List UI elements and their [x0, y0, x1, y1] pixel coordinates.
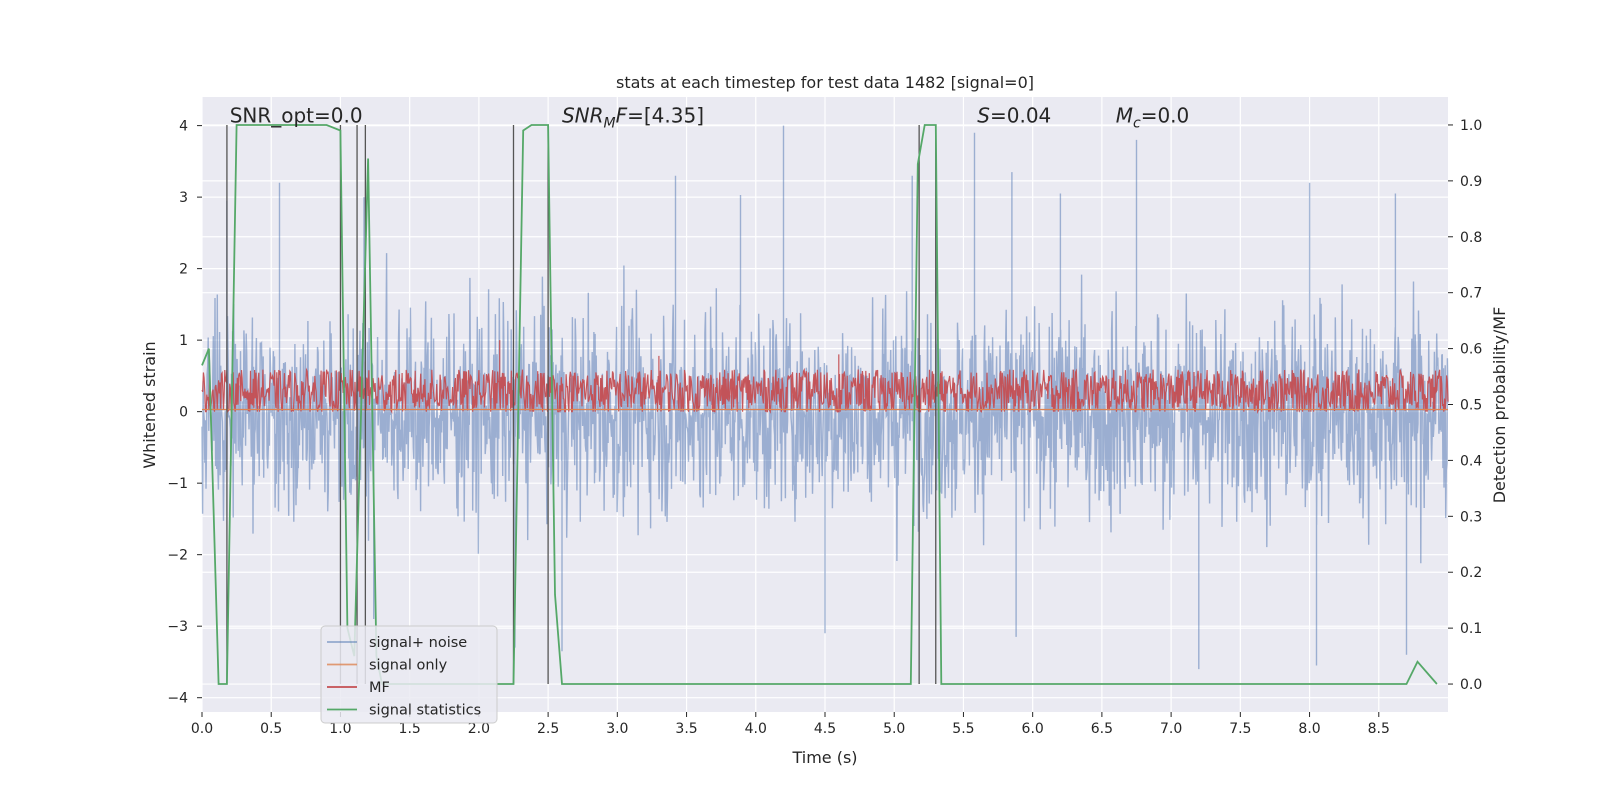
x-tick-label: 0.0 [191, 721, 213, 737]
y-right-tick-label: 0.4 [1460, 453, 1482, 469]
y-right-tick-label: 0.6 [1460, 342, 1482, 358]
legend: signal+ noise signal only MF signal statist… [320, 625, 498, 724]
y-axis-right-label: Detection probability/MF [1490, 307, 1509, 504]
annotations: SNR_opt=0.0 SNRMF=[4.35] S=0.04 Mc=0.0 [230, 103, 1190, 131]
annotation: SNRMF=[4.35] [562, 103, 704, 131]
x-tick-label: 1.5 [399, 721, 421, 737]
x-tick-label: 5.5 [952, 721, 974, 737]
detection-markers [226, 124, 937, 685]
x-tick-label: 3.5 [675, 721, 697, 737]
y-axis-left: −4 −3 −2 −1 0 1 2 3 4 [167, 119, 202, 707]
x-tick-label: 1.0 [329, 721, 351, 737]
x-tick-label: 7.5 [1229, 721, 1251, 737]
y-axis-right: 0.0 0.1 0.2 0.3 0.4 0.5 0.6 0.7 0.8 0.9 1.0 [1448, 118, 1482, 693]
x-tick-label: 2.5 [537, 721, 559, 737]
x-tick-label: 4.5 [814, 721, 836, 737]
y-tick-label: −4 [167, 691, 188, 707]
y-right-tick-label: 0.3 [1460, 509, 1482, 525]
y-axis-label: Whitened strain [140, 341, 159, 468]
y-right-tick-label: 1.0 [1460, 118, 1482, 134]
x-tick-label: 6.5 [1091, 721, 1113, 737]
annotation: Mc=0.0 [1116, 103, 1190, 131]
x-tick-label: 0.5 [260, 721, 282, 737]
x-tick-label: 5.0 [883, 721, 905, 737]
x-tick-label: 4.0 [745, 721, 767, 737]
y-tick-label: 2 [179, 262, 188, 278]
y-right-tick-label: 0.7 [1460, 286, 1482, 302]
y-right-tick-label: 0.0 [1460, 677, 1482, 693]
legend-label: signal only [369, 658, 448, 674]
y-right-tick-label: 0.5 [1460, 398, 1482, 414]
y-tick-label: 1 [179, 333, 188, 349]
y-tick-label: 4 [179, 119, 188, 135]
series-signal-statistics [201, 124, 1438, 685]
y-right-tick-label: 0.2 [1460, 565, 1482, 581]
x-tick-label: 8.0 [1298, 721, 1320, 737]
signal-statistics-line [201, 124, 1438, 685]
x-tick-label: 2.0 [468, 721, 490, 737]
x-tick-label: 8.5 [1368, 721, 1390, 737]
legend-label: signal+ noise [369, 635, 467, 651]
x-tick-label: 3.0 [606, 721, 628, 737]
y-tick-label: 3 [179, 190, 188, 206]
legend-box [320, 625, 498, 724]
x-tick-label: 6.0 [1022, 721, 1044, 737]
legend-label: signal statistics [369, 703, 481, 719]
chart-title: stats at each timestep for test data 148… [616, 73, 1034, 92]
annotation: S=0.04 [977, 103, 1051, 127]
x-axis: 0.0 0.5 1.0 1.5 2.0 2.5 3.0 3.5 4.0 4.5 5.0 5.5 6.0 6… [191, 712, 1390, 737]
y-right-tick-label: 0.1 [1460, 621, 1482, 637]
y-tick-label: −3 [167, 619, 188, 635]
legend-label: MF [369, 680, 390, 696]
x-axis-label: Time (s) [791, 748, 857, 767]
y-tick-label: 0 [179, 405, 188, 421]
x-tick-label: 7.0 [1160, 721, 1182, 737]
y-tick-label: −2 [167, 548, 188, 564]
y-tick-label: −1 [167, 476, 188, 492]
annotation: SNR_opt=0.0 [230, 103, 363, 127]
y-right-tick-label: 0.9 [1460, 174, 1482, 190]
y-right-tick-label: 0.8 [1460, 230, 1482, 246]
